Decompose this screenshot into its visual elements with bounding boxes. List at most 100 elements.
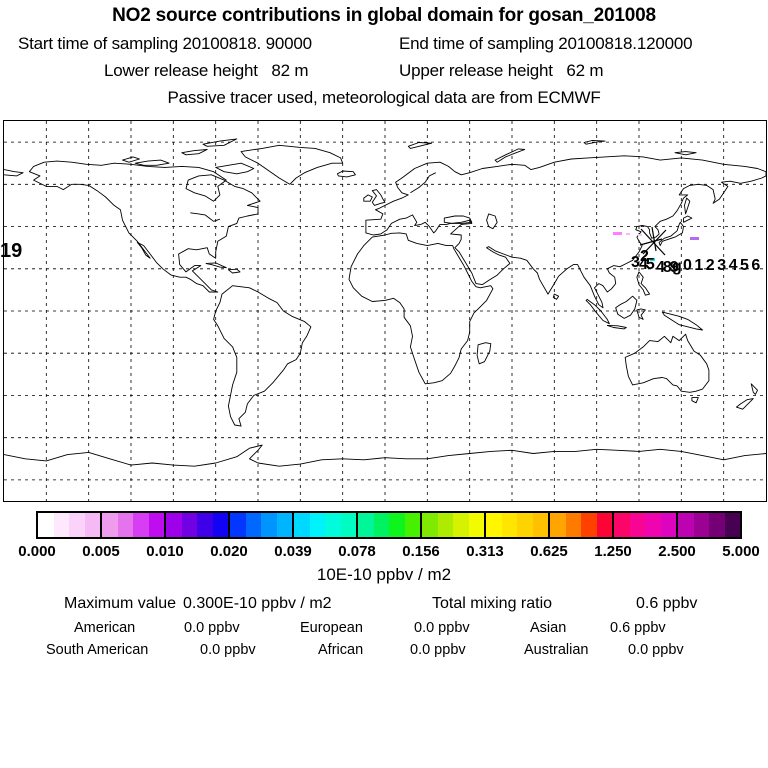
colorbar-cell bbox=[596, 513, 612, 537]
trajectory-hour-digits: 489 bbox=[656, 259, 679, 276]
region-value: 0.0 ppbv bbox=[414, 620, 470, 636]
colorbar-cell bbox=[660, 513, 676, 537]
colorbar-cell bbox=[629, 513, 645, 537]
concentration-speck bbox=[690, 237, 699, 240]
coastline-antarctica bbox=[4, 444, 766, 467]
colorbar-segment bbox=[230, 513, 294, 537]
coastline-new-siberian bbox=[674, 151, 697, 156]
region-value: 0.6 ppbv bbox=[610, 620, 666, 636]
colorbar-segment bbox=[166, 513, 230, 537]
colorbar-cell bbox=[550, 513, 566, 537]
colorbar-cell bbox=[197, 513, 213, 537]
colorbar-cell bbox=[38, 513, 54, 537]
coastline-uk bbox=[371, 189, 386, 206]
start-time-text: Start time of sampling 20100818. 90000 bbox=[18, 34, 312, 53]
trajectory-hour-digits: g bbox=[672, 258, 682, 275]
colorbar-tick-label: 0.625 bbox=[530, 543, 568, 560]
colorbar-cell bbox=[404, 513, 420, 537]
coastline-caspian-sea bbox=[486, 213, 498, 230]
colorbar-cell bbox=[166, 513, 182, 537]
coastline-victoria-island bbox=[134, 159, 170, 166]
coastline-tasmania bbox=[691, 397, 699, 404]
colorbar-segment bbox=[614, 513, 678, 537]
coastline-qe-islands-1 bbox=[181, 149, 208, 156]
colorbar-cell bbox=[84, 513, 100, 537]
colorbar-cell bbox=[486, 513, 502, 537]
colorbar-tick-label: 0.005 bbox=[82, 543, 120, 560]
source-star-marker bbox=[639, 238, 663, 246]
coastline-iceland bbox=[336, 170, 356, 178]
colorbar-cell bbox=[230, 513, 246, 537]
colorbar-cell bbox=[468, 513, 484, 537]
colorbar-cell bbox=[437, 513, 453, 537]
colorbar-tick-label: 0.020 bbox=[210, 543, 248, 560]
colorbar-tick-label: 0.313 bbox=[466, 543, 504, 560]
colorbar-cell bbox=[565, 513, 581, 537]
coastline-north-america bbox=[28, 160, 261, 293]
coastline-africa bbox=[348, 232, 494, 385]
colorbar-segment bbox=[102, 513, 166, 537]
coastline-novaya-zemlya bbox=[494, 148, 526, 163]
trajectory-hour-digits: 0123456 bbox=[683, 257, 763, 274]
colorbar-cell bbox=[693, 513, 709, 537]
upper-release-text: Upper release height 62 m bbox=[399, 61, 604, 80]
coastline-ireland bbox=[363, 194, 373, 202]
coastline-sulawesi bbox=[636, 308, 646, 320]
end-time-text: End time of sampling 20100818.120000 bbox=[399, 34, 693, 53]
colorbar-cell bbox=[453, 513, 469, 537]
tracer-info-text: Passive tracer used, meteorological data… bbox=[167, 88, 601, 107]
region-value: 0.0 ppbv bbox=[184, 620, 240, 636]
colorbar-cell bbox=[389, 513, 405, 537]
region-value: 0.0 ppbv bbox=[628, 642, 684, 658]
colorbar-cell bbox=[181, 513, 197, 537]
region-name: Asian bbox=[530, 620, 567, 636]
coastline-nz-south bbox=[735, 398, 754, 410]
colorbar-segment bbox=[358, 513, 422, 537]
colorbar-cell bbox=[422, 513, 438, 537]
coastline-baltic bbox=[410, 172, 437, 194]
region-name: African bbox=[318, 642, 364, 658]
coastline-svalbard bbox=[407, 142, 433, 149]
region-name: European bbox=[300, 620, 363, 636]
concentration-speck bbox=[626, 233, 630, 235]
coastline-madagascar bbox=[476, 342, 492, 365]
colorbar-segment bbox=[422, 513, 486, 537]
colorbar-tick-label: 0.156 bbox=[402, 543, 440, 560]
coastline-baffin bbox=[215, 162, 255, 175]
concentration-speck bbox=[650, 258, 655, 261]
trajectory-label-19: 19 bbox=[0, 240, 23, 262]
colorbar-cell bbox=[294, 513, 310, 537]
coastline-eurasia bbox=[365, 155, 766, 309]
colorbar-cell bbox=[501, 513, 517, 537]
trajectory-hour-digits: 3 bbox=[631, 254, 640, 271]
coastline-chukotka-edge bbox=[4, 169, 24, 177]
coastline-borneo bbox=[615, 295, 638, 319]
colorbar-cell bbox=[532, 513, 548, 537]
colorbar-cell bbox=[645, 513, 661, 537]
concentration-speck bbox=[638, 234, 642, 236]
trajectory-hour-digits: 2 bbox=[640, 248, 649, 265]
colorbar-tick-label: 0.000 bbox=[18, 543, 56, 560]
colorbar-cell bbox=[117, 513, 133, 537]
region-name: South American bbox=[46, 642, 149, 658]
coastline-sri-lanka bbox=[552, 293, 560, 300]
colorbar-cell bbox=[53, 513, 69, 537]
coastline-java bbox=[606, 324, 627, 330]
figure-title: NO2 source contributions in global domai… bbox=[112, 5, 656, 26]
colorbar-segment bbox=[294, 513, 358, 537]
colorbar-tick-label: 0.078 bbox=[338, 543, 376, 560]
coastline-australia bbox=[624, 333, 710, 393]
region-value: 0.0 ppbv bbox=[200, 642, 256, 658]
coastline-great-lakes bbox=[190, 212, 221, 222]
total-mixing-ratio-value: 0.6 ppbv bbox=[636, 595, 698, 612]
coastline-severnaya bbox=[583, 139, 606, 145]
coastline-greenland bbox=[240, 144, 344, 185]
colorbar-segment bbox=[38, 513, 102, 537]
colorbar-cell bbox=[325, 513, 341, 537]
coastline-hokkaido bbox=[683, 215, 693, 223]
colorbar-tick-label: 5.000 bbox=[722, 543, 760, 560]
colorbar-cell bbox=[373, 513, 389, 537]
colorbar-tick-label: 0.010 bbox=[146, 543, 184, 560]
